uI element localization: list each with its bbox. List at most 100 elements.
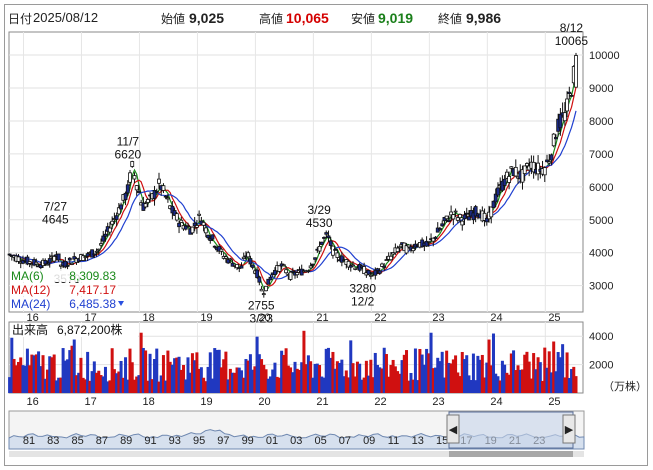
candle-body <box>16 256 21 262</box>
volume-bar <box>193 360 197 393</box>
volume-bar <box>275 376 279 393</box>
candle-body <box>551 133 556 147</box>
price-annotation: 10065 <box>555 34 589 48</box>
volume-bar <box>369 359 373 393</box>
volume-bar <box>231 372 235 393</box>
price-annotation: 12/2 <box>351 294 375 308</box>
volume-bar <box>199 367 203 393</box>
candle-body <box>346 260 351 268</box>
volume-bar <box>61 348 65 393</box>
candle-body <box>520 169 525 183</box>
candle-body <box>264 285 268 292</box>
volume-bar <box>507 374 511 393</box>
candle-body <box>255 269 260 278</box>
volume-bar <box>159 375 163 393</box>
navigator-year-label: 01 <box>266 435 278 447</box>
volume-bar <box>90 371 94 393</box>
volume-bar <box>150 379 154 393</box>
volume-bar <box>567 377 571 393</box>
volume-bar <box>447 362 451 393</box>
volume-bar <box>179 369 183 393</box>
candle-body <box>99 243 103 246</box>
volume-bar <box>74 375 78 393</box>
volume-bar <box>226 379 230 393</box>
candle-body <box>81 255 86 261</box>
navigator-year-label: 89 <box>120 435 132 447</box>
navigator-left-handle[interactable] <box>446 414 460 444</box>
price-annotation: 6620 <box>115 147 142 161</box>
navigator-year-label: 97 <box>217 435 229 447</box>
volume-bar <box>534 369 538 393</box>
candle-body <box>569 94 574 97</box>
candle-body <box>116 207 121 215</box>
volume-bar <box>204 381 208 393</box>
candle-body <box>351 264 355 267</box>
candle-body <box>152 190 157 199</box>
candle-body <box>558 113 563 129</box>
candle-body <box>21 260 25 264</box>
volume-bar <box>128 348 132 393</box>
volume-bar <box>41 355 45 393</box>
candle-body <box>190 226 195 234</box>
volume-bar <box>262 364 266 393</box>
volume-bar <box>338 362 342 393</box>
volume-y-tick: 2000 <box>589 360 613 372</box>
volume-bar <box>50 357 54 393</box>
close-label: 終値 <box>438 12 463 26</box>
volume-bar <box>396 371 400 393</box>
volume-bar <box>12 358 16 393</box>
volume-bar <box>358 363 362 393</box>
volume-bar <box>349 340 353 393</box>
ma-legend-name: MA(12) <box>11 283 50 297</box>
volume-x-tick: 16 <box>26 396 38 408</box>
volume-bar <box>219 367 223 393</box>
volume-bar <box>429 332 433 393</box>
candle-body <box>395 247 400 252</box>
volume-bar <box>148 353 152 393</box>
candle-body <box>319 241 324 245</box>
candle-body <box>328 240 333 246</box>
candle-body <box>467 216 471 221</box>
navigator-right-handle[interactable] <box>562 414 576 444</box>
volume-bar <box>59 377 63 393</box>
candle-body <box>143 203 148 208</box>
volume-bar <box>170 364 174 393</box>
volume-bar <box>387 376 391 393</box>
volume-bar <box>478 359 482 393</box>
navigator-year-label: 09 <box>363 435 375 447</box>
scroll-left-arrow-icon: ◀ <box>449 424 458 436</box>
candle-body <box>101 235 106 242</box>
volume-bar <box>14 365 18 393</box>
candle-body <box>404 245 409 254</box>
volume-bar <box>520 369 524 393</box>
candle-body <box>458 214 462 219</box>
candle-body <box>145 199 150 203</box>
volume-bar <box>342 376 346 393</box>
candle-body <box>453 210 458 213</box>
volume-bar <box>248 354 252 393</box>
candle-body <box>284 269 288 274</box>
candle-body <box>108 227 112 233</box>
candle-body <box>248 258 253 265</box>
candle-body <box>455 217 460 221</box>
volume-bar <box>186 357 190 393</box>
volume-bar <box>257 354 261 393</box>
volume-bar <box>320 376 324 393</box>
candle-body <box>536 162 540 175</box>
volume-bar <box>556 352 560 393</box>
candle-body <box>259 288 264 292</box>
price-annotation: 11/7 <box>117 134 140 148</box>
price-x-tick: 24 <box>490 312 502 324</box>
volume-bar <box>367 375 371 393</box>
scrollbar-track <box>9 451 584 457</box>
volume-bar <box>416 380 420 393</box>
candle-body <box>65 264 70 267</box>
candle-body <box>326 235 331 239</box>
volume-bar <box>322 377 326 393</box>
candle-body <box>241 256 246 260</box>
volume-bar <box>228 368 232 393</box>
volume-bar <box>70 345 74 393</box>
scrollbar-thumb[interactable] <box>449 451 573 457</box>
volume-bar <box>476 355 480 393</box>
volume-bar <box>106 381 110 393</box>
